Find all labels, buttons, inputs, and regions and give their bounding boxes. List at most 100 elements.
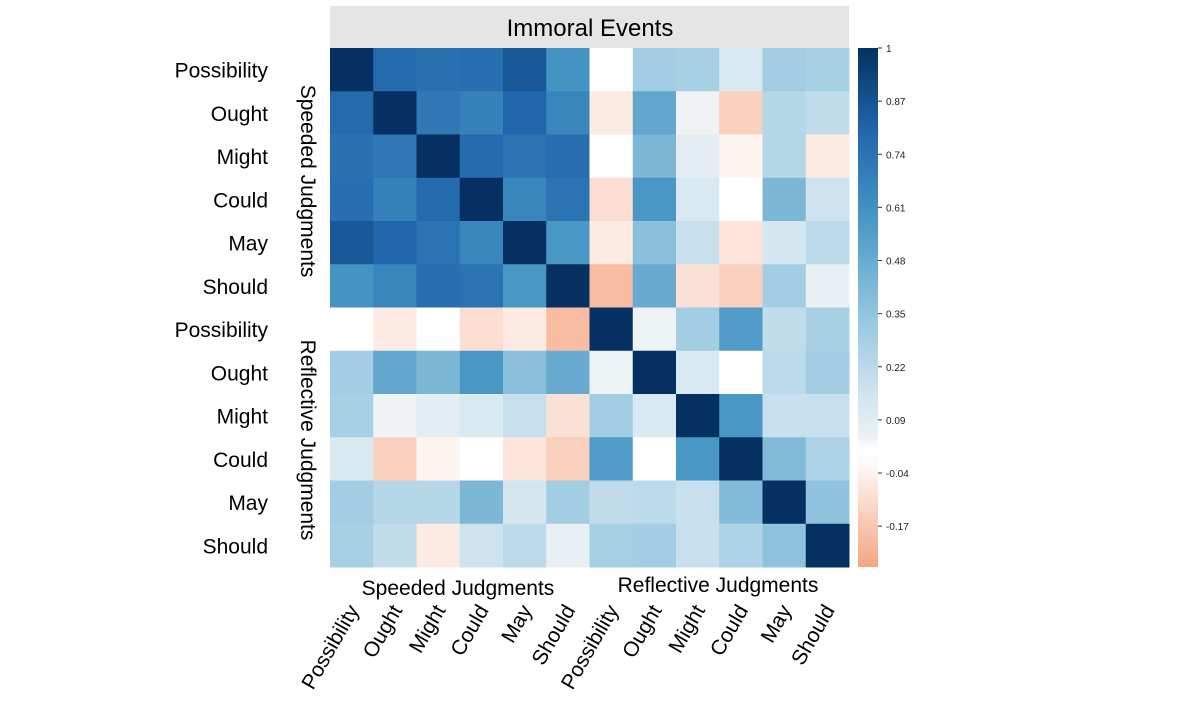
heatmap-cell (546, 48, 590, 92)
column-group-label-speeded: Speeded Judgments (362, 577, 555, 600)
heatmap-cell (805, 177, 850, 222)
heatmap-cell (632, 177, 677, 222)
heatmap-cell (805, 307, 850, 352)
heatmap-cell (330, 134, 374, 179)
row-label: Ought (211, 103, 268, 126)
heatmap-cell (373, 523, 417, 568)
heatmap-cell (416, 91, 461, 135)
heatmap-cell (676, 48, 720, 92)
heatmap-cell (373, 134, 417, 179)
heatmap-cell (632, 264, 677, 308)
heatmap-cell (632, 91, 677, 135)
column-label: Possibility (297, 601, 364, 694)
heatmap-cell (330, 523, 374, 568)
row-label: Should (203, 276, 268, 299)
column-label: Might (664, 601, 710, 657)
heatmap-cell (330, 264, 374, 308)
row-label: Should (203, 535, 268, 558)
row-label: Possibility (175, 319, 269, 342)
heatmap-cell (459, 350, 504, 395)
heatmap-cell (762, 48, 807, 92)
heatmap-cell (373, 264, 417, 308)
heatmap-cell (632, 350, 677, 395)
heatmap-cell (459, 221, 504, 265)
heatmap-cell (589, 264, 634, 308)
heatmap-cell (805, 134, 850, 179)
heatmap-cell (632, 437, 677, 481)
heatmap-cell (805, 48, 850, 92)
colorbar (858, 48, 878, 567)
colorbar-tick-label: 0.74 (886, 150, 906, 161)
heatmap-cell (589, 48, 634, 92)
heatmap-cell (762, 350, 807, 395)
colorbar-tick-label: 1 (886, 44, 892, 55)
heatmap-cell (459, 48, 504, 92)
column-label: Could (446, 601, 493, 660)
heatmap-cell (330, 221, 374, 265)
heatmap-cell (459, 264, 504, 308)
heatmap-cell (416, 480, 461, 525)
heatmap-cell (676, 480, 720, 525)
heatmap-cell (676, 307, 720, 352)
row-label: Might (217, 146, 269, 169)
heatmap-cell (805, 221, 850, 265)
heatmap-cell (676, 523, 720, 568)
colorbar-tick-label: -0.17 (886, 522, 909, 533)
heatmap-cell (719, 350, 763, 395)
colorbar-tick-label: 0.87 (886, 97, 906, 108)
heatmap-cell (416, 134, 461, 179)
row-label: Could (213, 189, 268, 212)
heatmap-cell (676, 221, 720, 265)
heatmap-cell (330, 480, 374, 525)
heatmap-cell (416, 264, 461, 308)
heatmap-cell (503, 91, 547, 135)
heatmap-cell (503, 221, 547, 265)
heatmap-cell (503, 307, 547, 352)
heatmap-cell (373, 221, 417, 265)
heatmap-cell (719, 91, 763, 135)
heatmap-cell (546, 523, 590, 568)
heatmap-cell (330, 91, 374, 135)
heatmap-cell (805, 91, 850, 135)
heatmap-cell (805, 437, 850, 481)
heatmap-cell (546, 307, 590, 352)
heatmap-cell (676, 177, 720, 222)
heatmap-cell (373, 307, 417, 352)
heatmap-cell (719, 264, 763, 308)
heatmap-cell (503, 177, 547, 222)
heatmap-cell (589, 221, 634, 265)
heatmap-cell (719, 523, 763, 568)
heatmap-cell (373, 480, 417, 525)
heatmap-cell (503, 394, 547, 438)
heatmap-cell (589, 394, 634, 438)
heatmap-cell (459, 437, 504, 481)
heatmap-cell (503, 350, 547, 395)
heatmap-cell (676, 437, 720, 481)
heatmap-cell (762, 177, 807, 222)
heatmap-cell (589, 91, 634, 135)
heatmap-cell (416, 350, 461, 395)
heatmap-cell (459, 134, 504, 179)
heatmap-cell (416, 394, 461, 438)
heatmap-cell (416, 221, 461, 265)
heatmap-cell (676, 350, 720, 395)
heatmap-cell (719, 480, 763, 525)
heatmap-cell (762, 437, 807, 481)
heatmap-cell (762, 394, 807, 438)
heatmap-cell (805, 264, 850, 308)
heatmap-cell (546, 480, 590, 525)
heatmap-cell (676, 134, 720, 179)
column-label: Ought (618, 601, 667, 662)
heatmap-cell (632, 523, 677, 568)
heatmap-cell (373, 48, 417, 92)
colorbar-tick-label: 0.61 (886, 203, 906, 214)
column-label: May (497, 601, 537, 647)
heatmap-cell (330, 177, 374, 222)
row-label: May (228, 492, 268, 515)
row-label: Might (217, 406, 269, 429)
heatmap-cell (546, 221, 590, 265)
heatmap-cell (330, 307, 374, 352)
column-group-label-reflective: Reflective Judgments (618, 574, 819, 597)
